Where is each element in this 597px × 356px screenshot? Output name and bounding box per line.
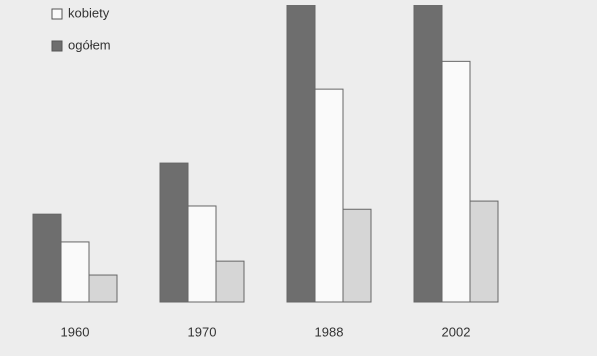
bar	[88, 274, 118, 303]
bar	[286, 5, 316, 303]
bar	[60, 241, 90, 303]
x-tick-label: 1988	[315, 324, 344, 339]
legend-label: kobiety	[68, 5, 110, 20]
legend-swatch	[51, 8, 63, 20]
x-tick-label: 1970	[188, 324, 217, 339]
x-tick-label: 1960	[61, 324, 90, 339]
legend-label: ogółem	[68, 37, 111, 52]
bar	[187, 205, 217, 303]
x-tick-label: 2002	[442, 324, 471, 339]
legend-swatch	[51, 40, 63, 52]
bar	[215, 260, 245, 303]
bar	[32, 213, 62, 303]
bar	[413, 5, 443, 303]
bar	[159, 162, 189, 303]
bar	[342, 208, 372, 303]
bar	[469, 200, 499, 303]
bar	[314, 88, 344, 303]
bar	[441, 60, 471, 303]
